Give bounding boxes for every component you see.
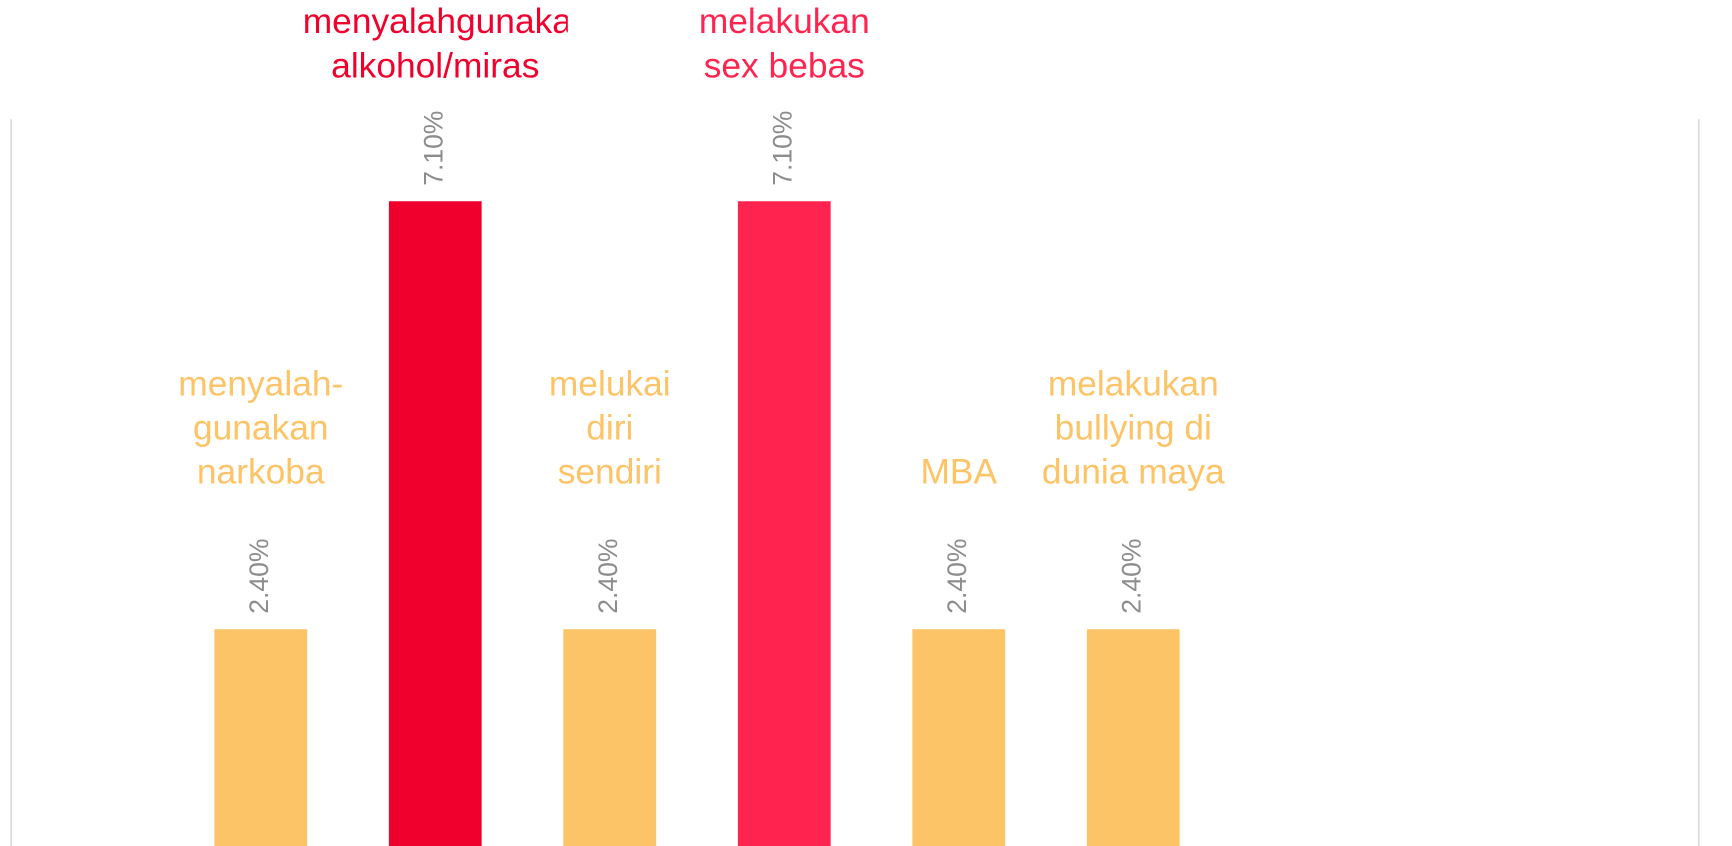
bar: [1086, 629, 1180, 846]
category-label-box: menyalah- gunakan narkoba: [178, 363, 344, 492]
category-label: melakukan bullying di dunia maya: [1041, 363, 1225, 492]
value-label: 2.40%: [942, 539, 972, 614]
category-label: MBA: [920, 451, 998, 492]
category-label-box: MBA: [920, 451, 998, 492]
category-label: menyalahgunakan alkohol/miras: [302, 1, 568, 86]
value-label: 7.10%: [418, 111, 448, 186]
bar: [563, 629, 657, 846]
value-label: 2.40%: [593, 539, 623, 614]
value-label: 7.10%: [767, 111, 797, 186]
value-label: 2.40%: [1116, 539, 1146, 614]
category-label-box: melakukan sex bebas: [698, 1, 870, 86]
category-label: melukai diri sendiri: [548, 363, 671, 492]
bar: [214, 629, 308, 846]
category-label-box: melakukan bullying di dunia maya: [1041, 363, 1225, 492]
category-label: menyalah- gunakan narkoba: [178, 363, 344, 492]
category-label-box: melukai diri sendiri: [548, 363, 671, 492]
category-label-box: menyalahgunakan alkohol/miras: [302, 1, 568, 86]
bar: [737, 201, 831, 846]
bar: [388, 201, 482, 846]
category-label: melakukan sex bebas: [698, 1, 870, 86]
value-label: 2.40%: [244, 539, 274, 614]
bar: [912, 629, 1006, 846]
